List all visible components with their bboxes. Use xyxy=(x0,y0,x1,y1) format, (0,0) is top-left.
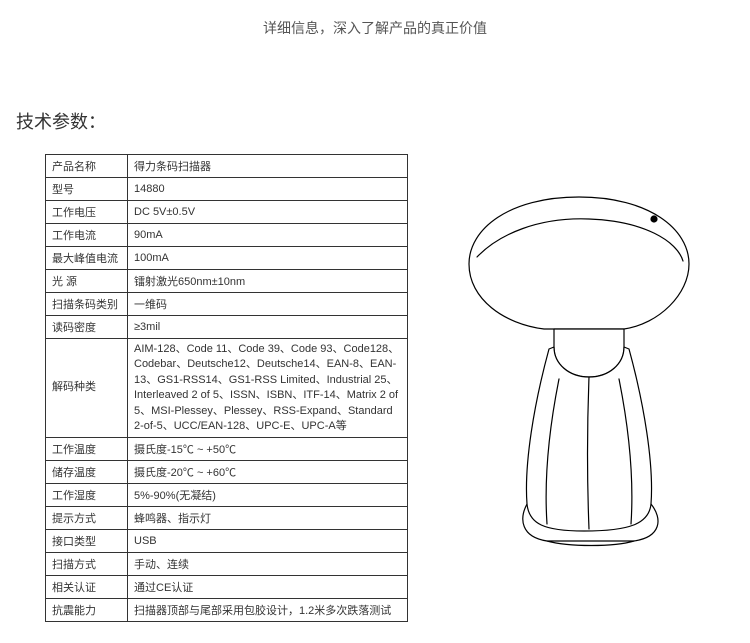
table-row: 型号14880 xyxy=(46,178,408,201)
table-row: 工作湿度5%-90%(无凝结) xyxy=(46,484,408,507)
spec-value: 摄氏度-15℃ ~ +50℃ xyxy=(128,438,408,461)
table-row: 接口类型USB xyxy=(46,530,408,553)
spec-label: 提示方式 xyxy=(46,507,128,530)
spec-label: 扫描方式 xyxy=(46,553,128,576)
table-row: 光 源镭射激光650nm±10nm xyxy=(46,270,408,293)
spec-value: 90mA xyxy=(128,224,408,247)
section-title: 技术参数： xyxy=(16,108,750,134)
spec-value: 手动、连续 xyxy=(128,553,408,576)
table-row: 抗震能力扫描器顶部与尾部采用包胶设计，1.2米多次跌落测试 xyxy=(46,599,408,622)
table-row: 扫描条码类别一维码 xyxy=(46,293,408,316)
table-row: 工作电压DC 5V±0.5V xyxy=(46,201,408,224)
spec-value: USB xyxy=(128,530,408,553)
scanner-illustration xyxy=(408,154,750,549)
spec-label: 光 源 xyxy=(46,270,128,293)
table-row: 产品名称得力条码扫描器 xyxy=(46,155,408,178)
table-row: 最大峰值电流100mA xyxy=(46,247,408,270)
spec-value: 14880 xyxy=(128,178,408,201)
spec-value: 得力条码扫描器 xyxy=(128,155,408,178)
content-wrap: 产品名称得力条码扫描器 型号14880 工作电压DC 5V±0.5V 工作电流9… xyxy=(0,154,750,622)
spec-label: 工作温度 xyxy=(46,438,128,461)
spec-value: 镭射激光650nm±10nm xyxy=(128,270,408,293)
spec-value: ≥3mil xyxy=(128,316,408,339)
spec-label: 抗震能力 xyxy=(46,599,128,622)
page-header: 详细信息，深入了解产品的真正价值 xyxy=(0,0,750,38)
spec-label: 相关认证 xyxy=(46,576,128,599)
spec-label: 型号 xyxy=(46,178,128,201)
table-row: 储存温度摄氏度-20℃ ~ +60℃ xyxy=(46,461,408,484)
table-row: 相关认证通过CE认证 xyxy=(46,576,408,599)
table-row: 工作温度摄氏度-15℃ ~ +50℃ xyxy=(46,438,408,461)
spec-label: 扫描条码类别 xyxy=(46,293,128,316)
spec-label: 读码密度 xyxy=(46,316,128,339)
spec-value: 通过CE认证 xyxy=(128,576,408,599)
spec-value: AIM-128、Code 11、Code 39、Code 93、Code128、… xyxy=(128,339,408,438)
spec-value: 扫描器顶部与尾部采用包胶设计，1.2米多次跌落测试 xyxy=(128,599,408,622)
spec-value: 5%-90%(无凝结) xyxy=(128,484,408,507)
table-row: 扫描方式手动、连续 xyxy=(46,553,408,576)
table-row: 解码种类AIM-128、Code 11、Code 39、Code 93、Code… xyxy=(46,339,408,438)
table-row: 读码密度≥3mil xyxy=(46,316,408,339)
spec-label: 解码种类 xyxy=(46,339,128,438)
table-row: 工作电流90mA xyxy=(46,224,408,247)
spec-label: 工作电压 xyxy=(46,201,128,224)
spec-table: 产品名称得力条码扫描器 型号14880 工作电压DC 5V±0.5V 工作电流9… xyxy=(45,154,408,622)
spec-label: 工作电流 xyxy=(46,224,128,247)
table-row: 提示方式蜂鸣器、指示灯 xyxy=(46,507,408,530)
spec-label: 接口类型 xyxy=(46,530,128,553)
spec-label: 最大峰值电流 xyxy=(46,247,128,270)
spec-value: 一维码 xyxy=(128,293,408,316)
spec-label: 工作湿度 xyxy=(46,484,128,507)
spec-value: DC 5V±0.5V xyxy=(128,201,408,224)
spec-value: 100mA xyxy=(128,247,408,270)
header-subtitle: 详细信息，深入了解产品的真正价值 xyxy=(0,18,750,38)
barcode-scanner-icon xyxy=(449,179,709,549)
spec-label: 产品名称 xyxy=(46,155,128,178)
spec-value: 摄氏度-20℃ ~ +60℃ xyxy=(128,461,408,484)
spec-value: 蜂鸣器、指示灯 xyxy=(128,507,408,530)
spec-label: 储存温度 xyxy=(46,461,128,484)
